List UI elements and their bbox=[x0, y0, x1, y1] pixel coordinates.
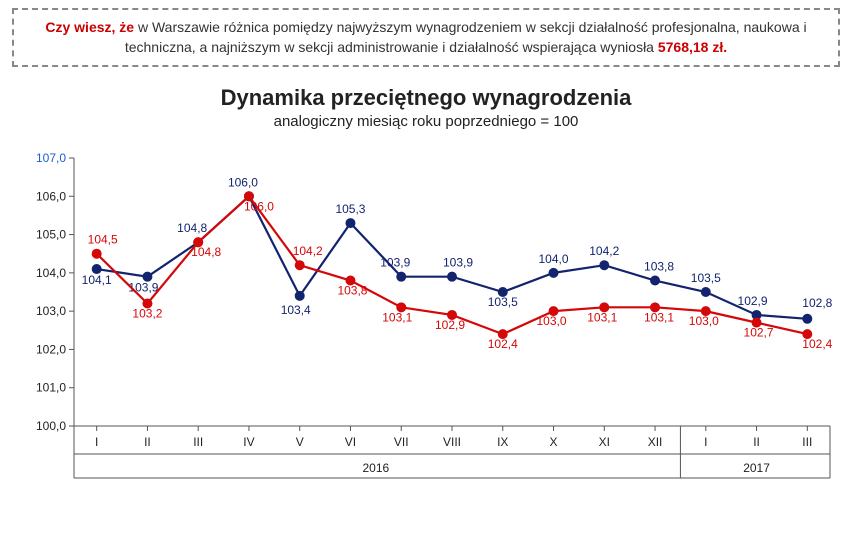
svg-text:2017: 2017 bbox=[743, 461, 770, 475]
svg-text:105,0: 105,0 bbox=[36, 228, 66, 242]
svg-text:102,8: 102,8 bbox=[802, 296, 832, 310]
info-callout-box: Czy wiesz, że w Warszawie różnica pomięd… bbox=[12, 8, 840, 67]
svg-text:102,4: 102,4 bbox=[802, 337, 832, 351]
svg-text:107,0: 107,0 bbox=[36, 151, 66, 165]
svg-text:104,8: 104,8 bbox=[191, 245, 221, 259]
svg-text:I: I bbox=[704, 435, 707, 449]
svg-text:104,2: 104,2 bbox=[589, 244, 619, 258]
svg-text:IV: IV bbox=[243, 435, 254, 449]
line-chart: 100,0 101,0 102,0 103,0 104,0 105,0 106,0 107,0… bbox=[12, 146, 840, 496]
info-value: 5768,18 zł. bbox=[658, 39, 727, 55]
info-prefix: Czy wiesz, że bbox=[45, 19, 134, 35]
svg-text:104,0: 104,0 bbox=[36, 266, 66, 280]
chart-title-block: Dynamika przeciętnego wynagrodzenia anal… bbox=[0, 85, 852, 130]
chart-container: 100,0 101,0 102,0 103,0 104,0 105,0 106,0 107,0… bbox=[12, 146, 840, 496]
svg-text:103,1: 103,1 bbox=[644, 311, 674, 325]
svg-text:XI: XI bbox=[599, 435, 610, 449]
svg-text:106,0: 106,0 bbox=[244, 199, 274, 213]
svg-text:VI: VI bbox=[345, 435, 356, 449]
svg-text:103,0: 103,0 bbox=[689, 314, 719, 328]
svg-text:102,4: 102,4 bbox=[488, 337, 518, 351]
svg-text:I: I bbox=[95, 435, 98, 449]
svg-text:XII: XII bbox=[648, 435, 663, 449]
svg-text:103,2: 103,2 bbox=[132, 307, 162, 321]
svg-text:103,9: 103,9 bbox=[380, 256, 410, 270]
svg-text:104,1: 104,1 bbox=[82, 273, 112, 287]
svg-text:101,0: 101,0 bbox=[36, 381, 66, 395]
svg-text:II: II bbox=[753, 435, 760, 449]
svg-text:V: V bbox=[296, 435, 304, 449]
svg-text:106,0: 106,0 bbox=[36, 189, 66, 203]
svg-text:103,0: 103,0 bbox=[537, 314, 567, 328]
svg-text:IX: IX bbox=[497, 435, 508, 449]
svg-text:103,0: 103,0 bbox=[36, 304, 66, 318]
svg-text:103,5: 103,5 bbox=[691, 271, 721, 285]
svg-text:102,9: 102,9 bbox=[738, 294, 768, 308]
svg-text:105,3: 105,3 bbox=[335, 202, 365, 216]
svg-text:103,8: 103,8 bbox=[644, 260, 674, 274]
svg-text:103,5: 103,5 bbox=[488, 295, 518, 309]
svg-text:III: III bbox=[802, 435, 812, 449]
svg-text:103,9: 103,9 bbox=[443, 256, 473, 270]
svg-text:2016: 2016 bbox=[363, 461, 390, 475]
svg-text:102,9: 102,9 bbox=[435, 318, 465, 332]
svg-text:II: II bbox=[144, 435, 151, 449]
svg-text:102,7: 102,7 bbox=[744, 326, 774, 340]
svg-text:VII: VII bbox=[394, 435, 409, 449]
chart-title-main: Dynamika przeciętnego wynagrodzenia bbox=[0, 85, 852, 111]
svg-text:103,4: 103,4 bbox=[281, 303, 311, 317]
svg-text:103,8: 103,8 bbox=[337, 284, 367, 298]
svg-text:106,0: 106,0 bbox=[228, 175, 258, 189]
svg-text:VIII: VIII bbox=[443, 435, 461, 449]
svg-text:104,0: 104,0 bbox=[539, 252, 569, 266]
chart-title-sub: analogiczny miesiąc roku poprzedniego = … bbox=[0, 113, 852, 130]
svg-text:103,9: 103,9 bbox=[128, 281, 158, 295]
svg-text:III: III bbox=[193, 435, 203, 449]
svg-text:103,1: 103,1 bbox=[382, 311, 412, 325]
svg-text:100,0: 100,0 bbox=[36, 419, 66, 433]
svg-text:103,1: 103,1 bbox=[587, 311, 617, 325]
svg-text:104,2: 104,2 bbox=[293, 244, 323, 258]
svg-text:X: X bbox=[550, 435, 558, 449]
svg-text:104,5: 104,5 bbox=[88, 233, 118, 247]
svg-text:104,8: 104,8 bbox=[177, 221, 207, 235]
svg-text:102,0: 102,0 bbox=[36, 343, 66, 357]
